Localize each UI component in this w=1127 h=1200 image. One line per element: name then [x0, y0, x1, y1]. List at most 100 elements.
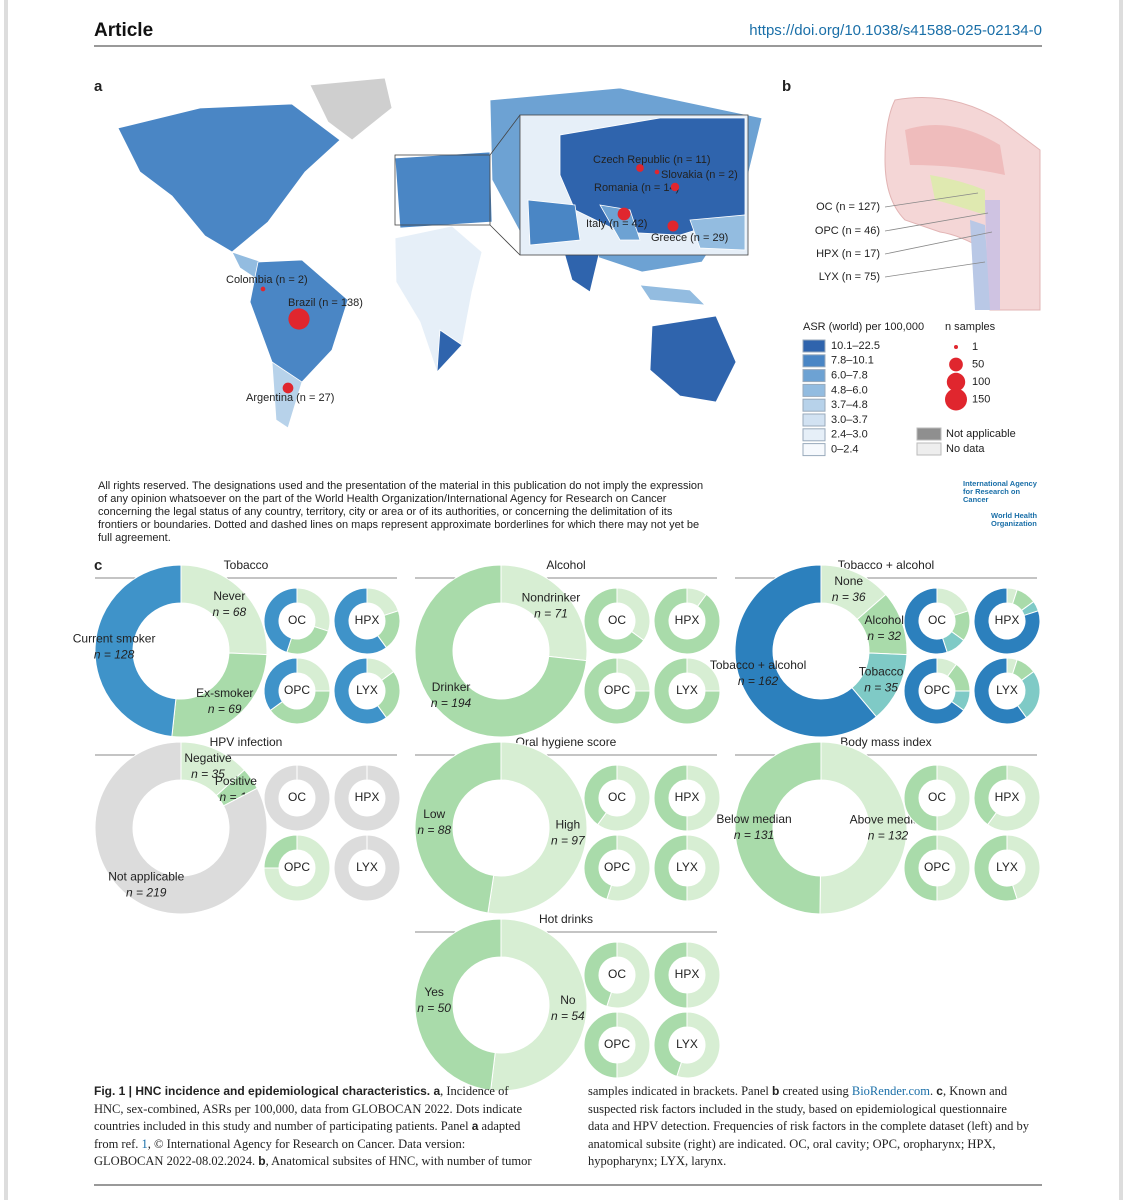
caption-run: , © International Agency for Research on… [94, 1136, 466, 1169]
legend-label: 10.1–22.5 [831, 340, 880, 352]
country-dot [636, 164, 644, 172]
subsite-name: LYX [996, 683, 1018, 697]
caption-run: b [771, 1084, 780, 1098]
subsite-name: LYX [676, 860, 698, 874]
country-label: Czech Republic (n = 11) [593, 154, 711, 166]
donut-segment [414, 741, 502, 914]
legend-label: 3.7–4.8 [831, 399, 868, 411]
subsite-segment [903, 587, 948, 655]
caption-run: . [930, 1084, 937, 1098]
subsite-segment [653, 834, 688, 902]
segment-count: n = 68 [212, 605, 246, 619]
country-dot [288, 308, 310, 330]
subsite-name: LYX [356, 860, 378, 874]
section-title: Oral hygiene score [516, 735, 617, 749]
subsite-name: HPX [995, 790, 1020, 804]
subsite-segment [583, 834, 618, 901]
donut-segment [171, 652, 268, 738]
country-label: Italy (n = 42) [586, 218, 647, 230]
donut-segment [819, 741, 908, 915]
size-legend-label: 100 [972, 376, 990, 388]
segment-label: Current smoker [73, 632, 156, 646]
subsite-name: OPC [924, 683, 950, 697]
donut-segment [734, 741, 822, 915]
segment-count: n = 35 [864, 681, 898, 695]
donut-segment [414, 564, 588, 738]
country-label: Colombia (n = 2) [226, 274, 308, 286]
subsite-segment [616, 1011, 651, 1079]
iarc-logo: International Agency for Research on Can… [963, 479, 1037, 504]
legend-swatch [802, 339, 826, 353]
caption-run: c [936, 1084, 943, 1098]
donut-segment [414, 918, 502, 1091]
legend-swatch [802, 428, 826, 442]
segment-label: No [560, 993, 576, 1007]
subsite-segment [903, 764, 938, 832]
subsite-segment [653, 1011, 688, 1078]
caption-run[interactable]: BioRender.com [851, 1084, 930, 1098]
country-dot [667, 220, 679, 232]
size-legend-dot [954, 345, 958, 349]
country-dot [260, 286, 266, 292]
donut-segment [94, 564, 182, 738]
subsite-segment [1006, 834, 1041, 901]
segment-label: Drinker [432, 680, 471, 694]
legend-label: 0–2.4 [831, 444, 859, 456]
subsite-segment [333, 834, 401, 902]
subsite-name: LYX [356, 683, 378, 697]
segment-count: n = 50 [417, 1001, 451, 1015]
section-title: Tobacco [224, 558, 269, 572]
subsite-name: OPC [924, 860, 950, 874]
caption-run: Fig. 1 | HNC incidence and epidemiologic… [94, 1084, 441, 1098]
logos: International Agency for Research on Can… [963, 480, 1043, 528]
legend-label: Not applicable [946, 428, 1016, 440]
subsite-segment [583, 764, 618, 826]
caption-run: , Anatomical subsites of HNC, with numbe… [265, 1084, 772, 1168]
segment-count: n = 88 [417, 823, 451, 837]
subsite-segment [263, 587, 298, 654]
map-labels: Czech Republic (n = 11) Slovakia (n = 2)… [226, 154, 738, 404]
legend-swatch [802, 443, 826, 457]
caption-run: a [471, 1119, 479, 1133]
segment-label: Ex-smoker [196, 686, 253, 700]
legend-swatch [802, 369, 826, 383]
country-dot [670, 182, 680, 192]
section-title: Body mass index [840, 735, 931, 749]
legend-swatch [916, 442, 942, 456]
subsite-segment [606, 941, 651, 1009]
segment-count: n = 35 [191, 767, 225, 781]
size-legend-label: 1 [972, 341, 978, 353]
country-label: Slovakia (n = 2) [661, 169, 738, 181]
panel-label: b [782, 78, 791, 95]
subsite-segment [583, 1011, 618, 1079]
subsite-segment [936, 834, 971, 902]
segment-count: n = 162 [738, 674, 779, 688]
subsite-name: OPC [284, 860, 310, 874]
caption-run[interactable]: 1 [141, 1136, 148, 1151]
figure-caption: Fig. 1 | HNC incidence and epidemiologic… [94, 1083, 1030, 1171]
size-legend-label: 50 [972, 358, 984, 370]
subsite-segment [269, 690, 331, 725]
subsite-segment [986, 764, 1041, 832]
subsite-segment [333, 764, 401, 832]
legend-swatch [916, 427, 942, 441]
donut-segment [94, 741, 268, 915]
subsite-segment [286, 625, 330, 655]
legend-label: 6.0–7.8 [831, 370, 868, 382]
subsite-name: OPC [604, 860, 630, 874]
legend-swatch [802, 383, 826, 397]
subsite-name: HPX [675, 790, 700, 804]
donut-segment [500, 564, 588, 662]
legend-label: 3.0–3.7 [831, 414, 868, 426]
segment-label: Tobacco + alcohol [710, 658, 806, 672]
size-legend-dot [949, 357, 963, 372]
subsite-segment [936, 587, 970, 617]
subsite-label: OC (n = 127) [816, 201, 880, 213]
caption-run: adapted from ref. [94, 1119, 521, 1151]
doi-link[interactable]: https://doi.org/10.1038/s41588-025-02134… [749, 22, 1042, 39]
country-label: Greece (n = 29) [651, 232, 728, 244]
subsite-label: HPX (n = 17) [816, 248, 880, 260]
subsite-segment [653, 941, 688, 1009]
panel-label: c [94, 557, 102, 574]
country-dot [282, 382, 294, 394]
